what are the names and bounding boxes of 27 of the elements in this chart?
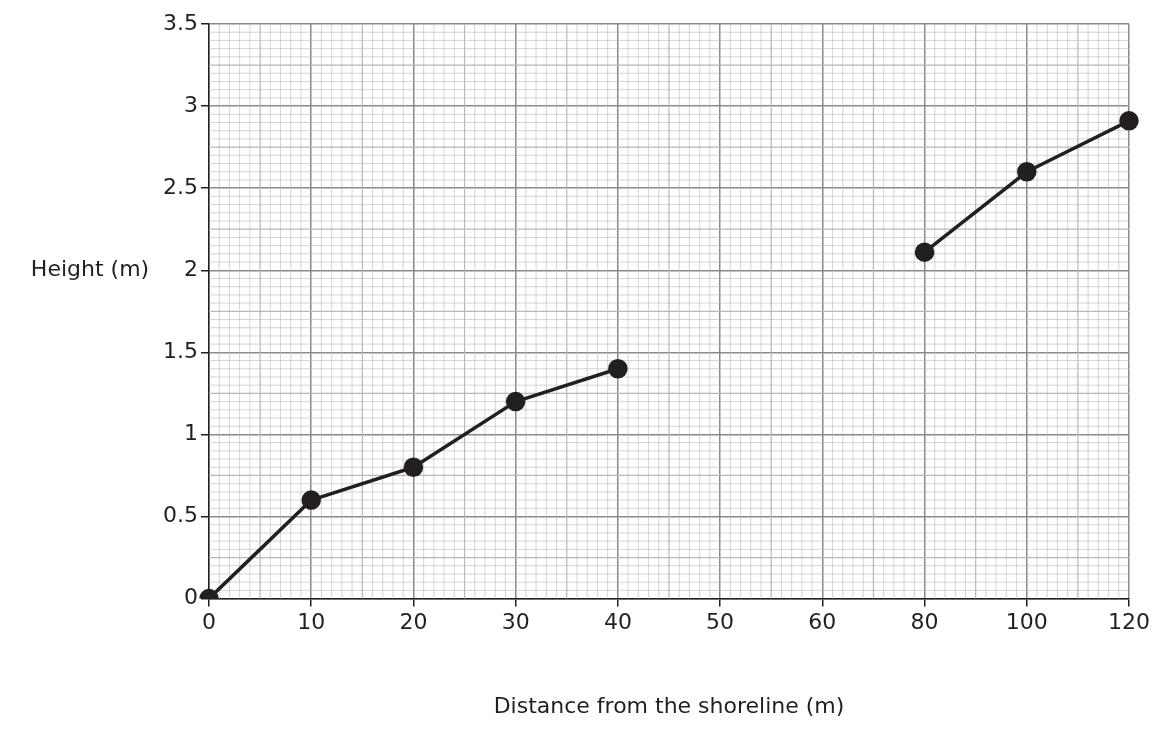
x-tick-label: 100 <box>1005 608 1048 634</box>
x-tick-label: 40 <box>603 608 632 634</box>
x-tick-label: 0 <box>201 608 216 634</box>
point <box>1119 111 1139 131</box>
x-tick-label: 60 <box>808 608 837 634</box>
x-tick-label: 20 <box>399 608 428 634</box>
y-tick-label: 2 <box>183 255 198 281</box>
point <box>403 457 424 478</box>
y-tick-label: 1 <box>183 420 198 446</box>
x-axis-title: Distance from the shoreline (m) <box>493 692 845 718</box>
x-tick-label: 10 <box>297 608 326 634</box>
point <box>505 391 526 412</box>
y-tick-label: 3.5 <box>162 9 198 35</box>
x-tick-label: 30 <box>501 608 530 634</box>
y-tick-label: 2.5 <box>162 173 198 199</box>
y-tick-label: 0 <box>183 584 198 610</box>
x-tick-label: 80 <box>910 608 939 634</box>
x-tick-label: 50 <box>706 608 735 634</box>
y-tick-label: 3 <box>183 91 198 117</box>
point <box>301 490 321 510</box>
y-tick-label: 1.5 <box>162 338 198 364</box>
point <box>1017 162 1037 182</box>
point <box>914 242 935 262</box>
y-tick-label: 0.5 <box>162 502 198 528</box>
point <box>608 359 628 379</box>
x-tick-label: 120 <box>1108 608 1150 634</box>
y-axis-title: Height (m) <box>30 255 150 281</box>
